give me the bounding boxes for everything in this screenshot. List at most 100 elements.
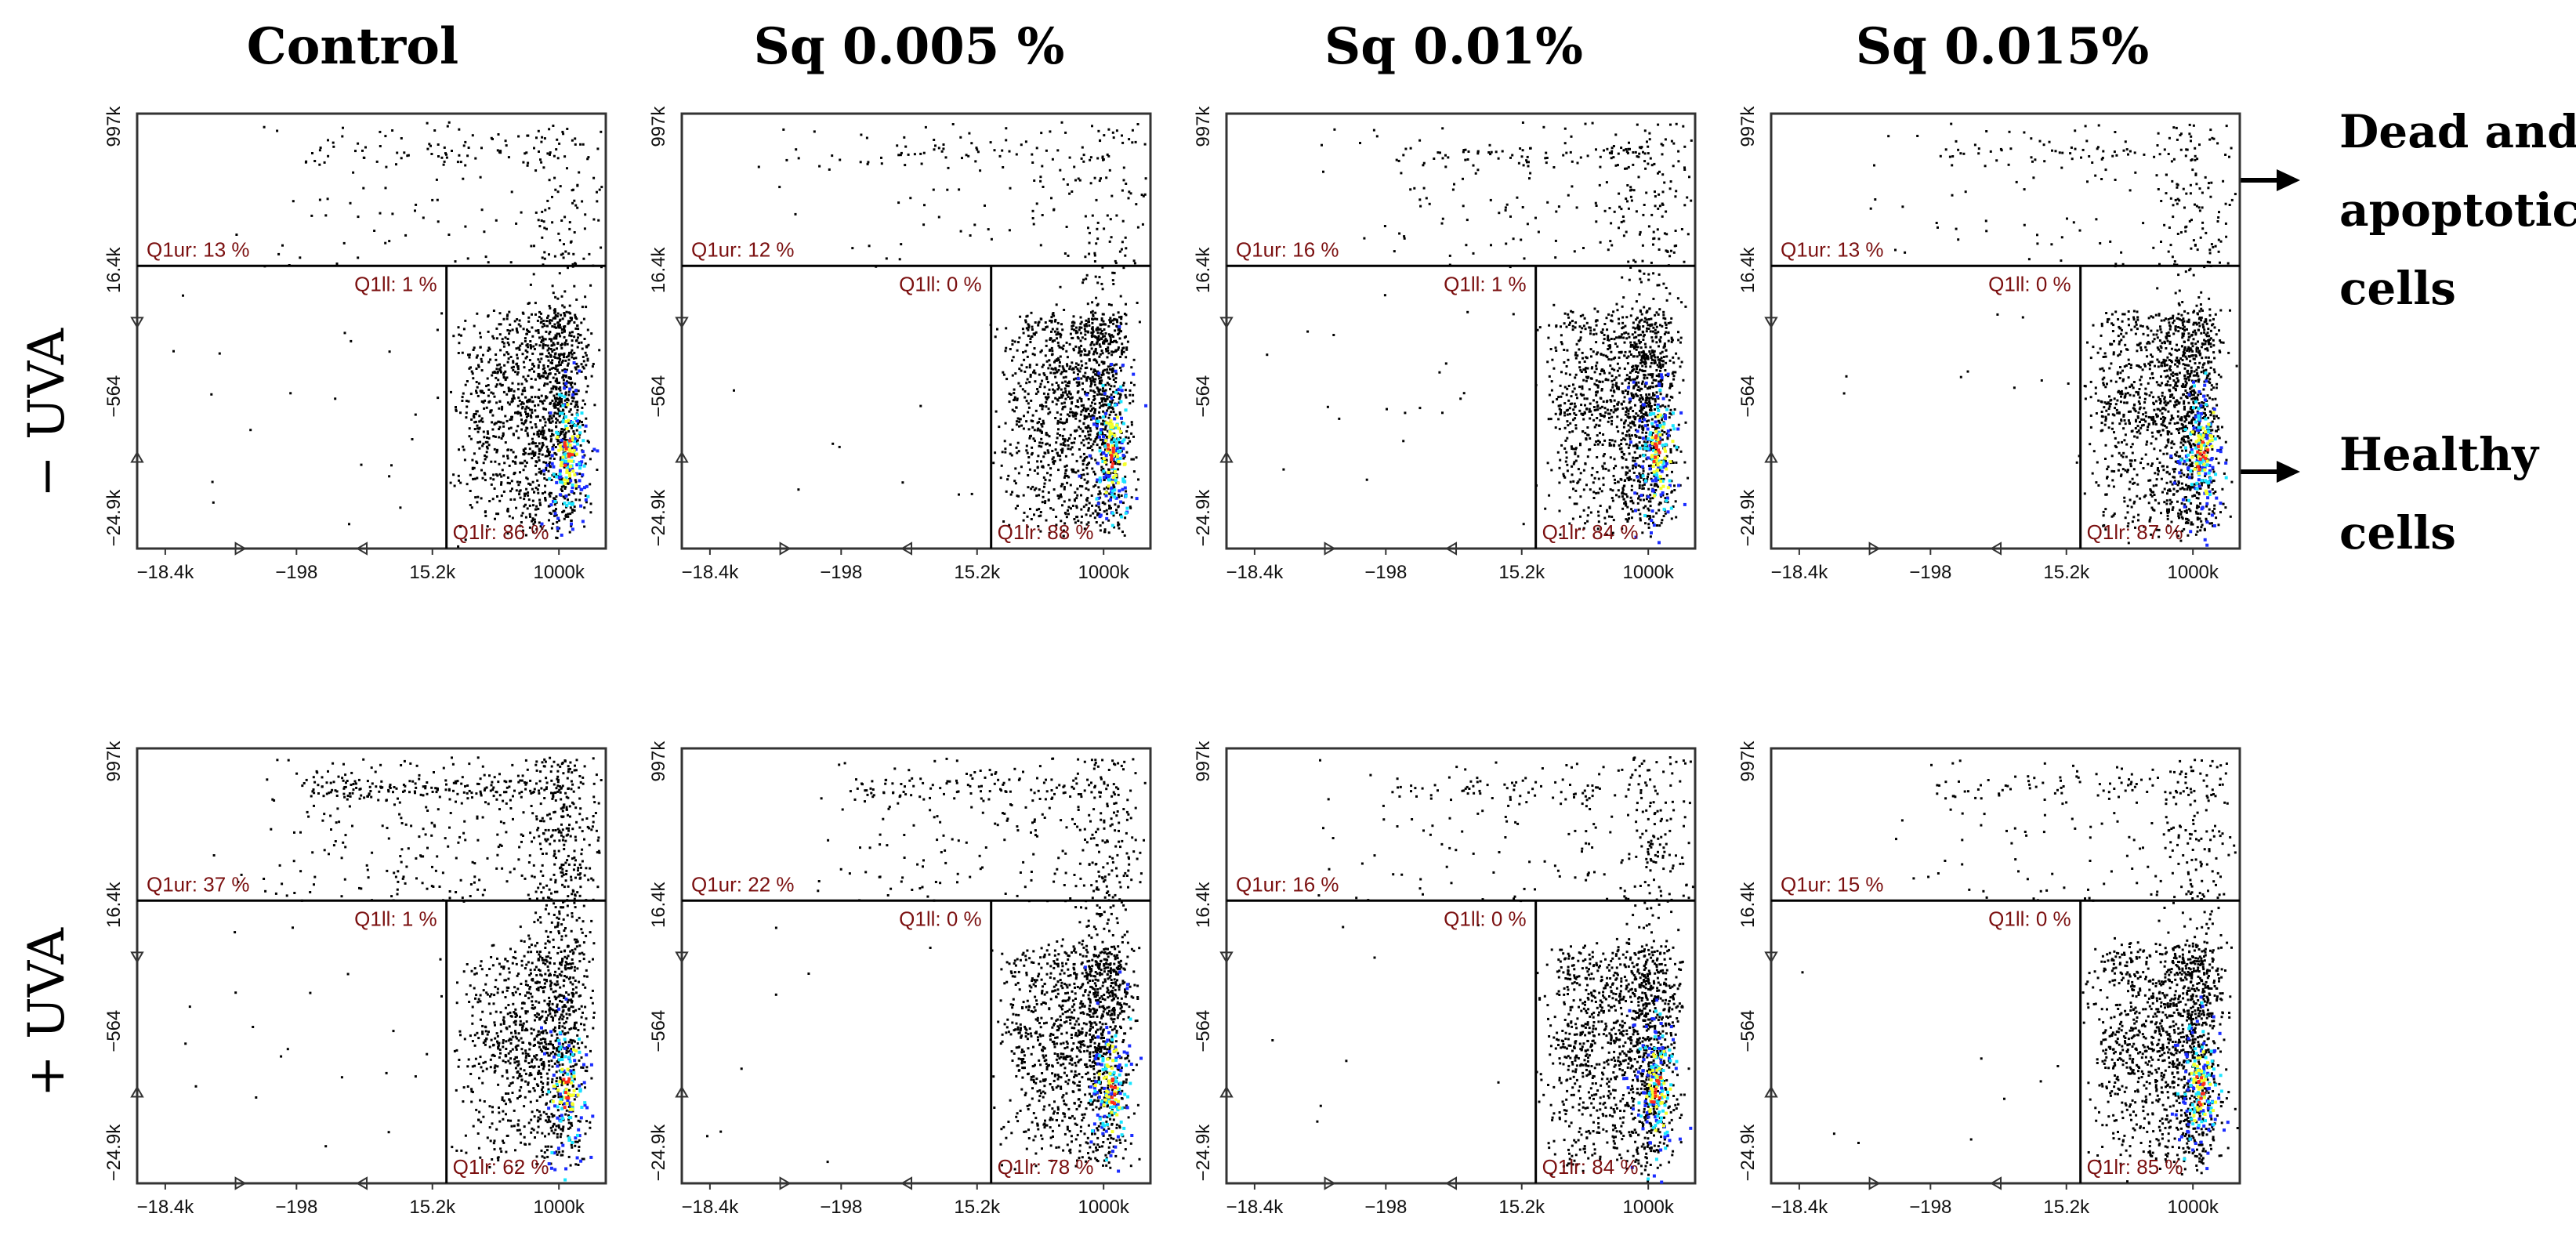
event-dot [1664, 342, 1666, 345]
event-dot [538, 450, 541, 452]
event-dot [1108, 383, 1110, 386]
event-dot [1011, 491, 1013, 493]
event-dot [1110, 411, 1112, 413]
event-dot [576, 409, 578, 411]
event-dot [1125, 491, 1127, 493]
event-dot [1574, 417, 1576, 419]
event-dot [585, 352, 587, 354]
event-dot [1617, 430, 1619, 433]
event-dot [541, 430, 543, 433]
event-dot [1306, 331, 1309, 333]
event-dot [537, 508, 539, 510]
event-dot [1034, 487, 1037, 490]
event-dot [1610, 157, 1613, 159]
event-dot [1057, 469, 1060, 471]
event-dot [533, 147, 535, 150]
event-dot [1112, 323, 1114, 325]
event-dot [1618, 489, 1620, 491]
event-dot [1580, 331, 1582, 333]
event-dot [1097, 130, 1100, 132]
event-dot [574, 143, 577, 146]
event-dot [1074, 491, 1076, 494]
event-dot [560, 464, 563, 467]
event-dot [1086, 473, 1089, 475]
event-dot [542, 372, 545, 375]
event-dot [513, 394, 515, 397]
event-dot [527, 165, 529, 167]
event-dot [571, 502, 574, 505]
event-dot [1687, 233, 1690, 235]
event-dot [498, 364, 501, 366]
event-dot [1509, 157, 1512, 159]
event-dot [444, 147, 446, 149]
event-dot [1603, 484, 1605, 486]
event-dot [1658, 381, 1660, 383]
event-dot [571, 382, 573, 384]
event-dot [1579, 339, 1581, 341]
event-dot [1029, 366, 1031, 368]
event-dot [1629, 190, 1632, 192]
event-dot [1626, 184, 1629, 187]
event-dot [1036, 460, 1038, 462]
event-dot [1104, 384, 1107, 386]
event-dot [1677, 339, 1679, 341]
event-dot [1576, 206, 1578, 208]
event-dot [1074, 437, 1076, 440]
event-dot [550, 348, 553, 350]
event-dot [1060, 356, 1062, 358]
event-dot [1630, 346, 1632, 348]
event-dot [1575, 357, 1578, 360]
event-dot [513, 366, 515, 368]
event-dot [1465, 149, 1467, 151]
event-dot [1670, 250, 1672, 252]
event-dot [1571, 161, 1574, 163]
event-dot [1638, 153, 1640, 155]
event-dot [1647, 357, 1650, 359]
event-dot [403, 151, 405, 154]
event-dot [276, 130, 278, 132]
event-dot [1648, 527, 1650, 529]
event-dot [470, 418, 473, 421]
event-dot [1056, 403, 1058, 405]
event-dot [1135, 203, 1137, 205]
event-dot [1081, 147, 1084, 149]
event-dot [1015, 482, 1017, 484]
event-dot [1124, 255, 1126, 257]
event-dot [1113, 136, 1115, 139]
event-dot [508, 357, 510, 360]
event-dot [1607, 248, 1610, 251]
event-dot [545, 344, 547, 346]
event-dot [1064, 132, 1067, 134]
event-dot [1418, 407, 1421, 409]
event-dot [1635, 371, 1637, 373]
event-dot [1404, 237, 1406, 240]
event-dot [1632, 460, 1634, 462]
event-dot [1133, 359, 1136, 361]
event-dot [512, 517, 514, 520]
event-dot [549, 403, 551, 405]
event-dot [450, 391, 452, 393]
event-dot [1266, 353, 1268, 356]
event-dot [1088, 489, 1090, 491]
event-dot [1636, 365, 1639, 368]
event-dot [1571, 390, 1574, 393]
event-dot [860, 134, 862, 136]
event-dot [469, 490, 472, 492]
event-dot [505, 379, 507, 381]
event-dot [490, 411, 492, 413]
event-dot [1099, 179, 1101, 182]
event-dot [1099, 407, 1101, 409]
event-dot [1668, 399, 1671, 401]
event-dot [571, 427, 573, 429]
event-dot [503, 318, 505, 321]
event-dot [1647, 476, 1649, 478]
event-dot [1404, 411, 1406, 414]
event-dot [1060, 389, 1063, 391]
event-dot [566, 403, 569, 406]
event-dot [921, 163, 923, 165]
event-dot [1100, 177, 1102, 179]
event-dot [1064, 398, 1067, 400]
event-dot [1563, 447, 1566, 450]
event-dot [464, 165, 466, 167]
event-dot [544, 425, 546, 427]
